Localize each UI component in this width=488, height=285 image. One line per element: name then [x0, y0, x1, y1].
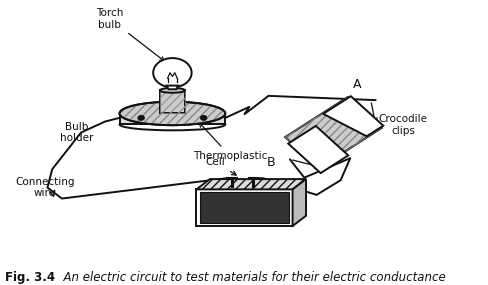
Text: A: A	[353, 78, 361, 91]
Text: B: B	[266, 156, 275, 168]
Circle shape	[138, 115, 144, 121]
Circle shape	[200, 115, 206, 121]
Text: Torch
bulb: Torch bulb	[96, 8, 164, 61]
Text: An electric circuit to test materials for their electric conductance: An electric circuit to test materials fo…	[56, 270, 445, 284]
Polygon shape	[160, 90, 184, 113]
Polygon shape	[323, 96, 383, 136]
Text: Crocodile
clips: Crocodile clips	[378, 114, 427, 136]
Polygon shape	[287, 126, 347, 173]
Polygon shape	[292, 179, 305, 226]
Circle shape	[153, 58, 191, 87]
Text: Thermoplastic: Thermoplastic	[192, 123, 267, 161]
Bar	[200, 192, 288, 223]
Polygon shape	[119, 113, 225, 125]
Ellipse shape	[119, 119, 225, 130]
Polygon shape	[166, 86, 178, 89]
Ellipse shape	[160, 88, 184, 93]
Text: Fig. 3.4: Fig. 3.4	[5, 270, 55, 284]
Text: Connecting
wire: Connecting wire	[15, 177, 75, 198]
Text: Cell: Cell	[205, 157, 236, 175]
Ellipse shape	[119, 102, 225, 125]
Polygon shape	[196, 179, 305, 189]
Text: Bulb
holder: Bulb holder	[60, 122, 93, 143]
Polygon shape	[285, 97, 381, 168]
Bar	[196, 189, 292, 226]
